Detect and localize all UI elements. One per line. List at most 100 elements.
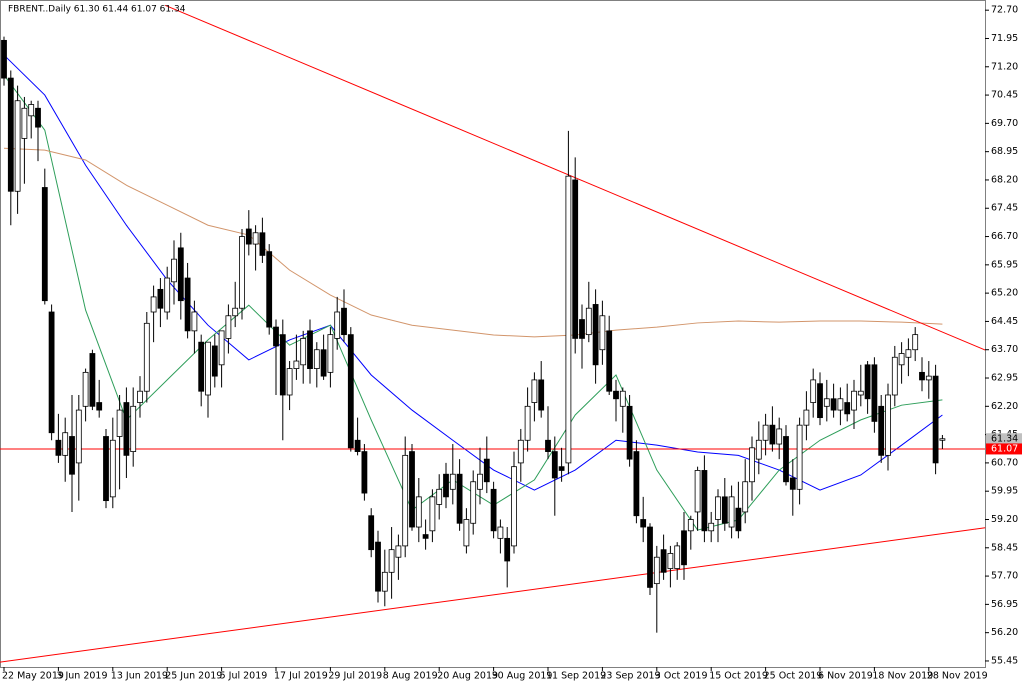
candle-body xyxy=(116,409,123,437)
candle-body xyxy=(7,77,14,192)
candle-body xyxy=(184,277,191,332)
candle-body xyxy=(239,236,245,309)
candle-body xyxy=(497,526,504,539)
candle-body xyxy=(789,477,796,490)
candle-body xyxy=(660,549,667,573)
candle-body xyxy=(327,334,334,373)
candle-body xyxy=(613,390,619,400)
candle-body xyxy=(361,451,368,494)
candle-body xyxy=(28,104,35,117)
candle-body xyxy=(307,330,313,369)
candle-body xyxy=(551,451,558,479)
candle-body xyxy=(483,458,490,483)
candle-body xyxy=(592,304,599,366)
candle-body xyxy=(273,326,279,347)
candle-body xyxy=(844,402,851,415)
candle-body xyxy=(626,405,633,460)
price-tag-label: 61.07 xyxy=(991,443,1018,454)
candle-body xyxy=(545,439,551,452)
candle-body xyxy=(579,319,585,339)
plot-frame xyxy=(0,0,986,668)
candle-body xyxy=(96,402,103,411)
candle-body xyxy=(470,481,477,524)
candle-body xyxy=(531,379,538,403)
candle-body xyxy=(62,432,69,456)
candle-body xyxy=(232,307,239,317)
candle-body xyxy=(368,515,375,551)
y-tick-label: 67.45 xyxy=(991,203,1018,214)
candle-body xyxy=(245,228,252,245)
candle-body xyxy=(109,439,116,498)
candle-body xyxy=(449,473,456,490)
candle-body xyxy=(334,311,341,339)
candle-body xyxy=(381,571,388,592)
candle-body xyxy=(354,439,361,452)
candle-body xyxy=(817,383,823,419)
candle-body xyxy=(905,349,912,358)
x-tick-label: 11 Sep 2019 xyxy=(546,671,606,682)
x-tick-label: 5 Jul 2019 xyxy=(220,671,268,682)
candle-body xyxy=(504,537,511,562)
candle-body xyxy=(409,451,415,528)
candle-body xyxy=(259,232,266,256)
candle-body xyxy=(171,258,177,283)
price-tag xyxy=(986,443,1022,455)
candle-body xyxy=(55,439,62,456)
candle-body xyxy=(1,39,7,79)
candle-body xyxy=(477,473,483,490)
y-tick-label: 72.70 xyxy=(991,5,1018,16)
candle-body xyxy=(769,424,776,445)
y-tick-label: 57.70 xyxy=(991,571,1018,582)
moving-average xyxy=(3,147,943,338)
axes: 72.70 71.95 71.20 70.45 69.70 68.95 68.20 67.45… xyxy=(2,5,1022,682)
candle-body xyxy=(606,330,613,392)
y-tick-label: 59.20 xyxy=(991,514,1018,525)
y-tick-label: 65.95 xyxy=(991,259,1018,270)
candle-body xyxy=(776,428,783,445)
candle-body xyxy=(75,409,82,464)
candle-body xyxy=(755,439,762,460)
x-tick-label: 15 Oct 2019 xyxy=(709,671,768,682)
chart-title: FBRENT..Daily 61.30 61.44 61.07 61.34 xyxy=(8,5,186,15)
y-tick-label: 71.95 xyxy=(991,33,1018,44)
candle-body xyxy=(205,341,211,396)
candle-body xyxy=(286,368,293,396)
x-tick-label: 22 May 2019 xyxy=(2,671,64,682)
y-tick-label: 63.70 xyxy=(991,344,1018,355)
candle-body xyxy=(851,390,857,411)
candle-body xyxy=(82,371,89,407)
y-tick-label: 68.20 xyxy=(991,174,1018,185)
y-tick-label: 64.45 xyxy=(991,316,1018,327)
y-tick-label: 59.95 xyxy=(991,486,1018,497)
candle-body xyxy=(320,349,327,377)
plot xyxy=(0,4,986,663)
candle-body xyxy=(191,311,198,332)
candle-body xyxy=(708,522,715,532)
candle-body xyxy=(395,545,402,558)
candle-body xyxy=(211,345,218,377)
candle-body xyxy=(422,534,429,539)
y-tick-label: 70.45 xyxy=(991,90,1018,101)
candle-body xyxy=(524,405,531,441)
candle-body xyxy=(864,364,871,400)
candle-body xyxy=(878,405,885,456)
candle-body xyxy=(252,232,259,245)
candle-body xyxy=(565,175,572,464)
price-tag-label: 61.34 xyxy=(991,433,1018,444)
y-tick-label: 69.70 xyxy=(991,118,1018,129)
candle-body xyxy=(14,100,21,192)
candle-body xyxy=(375,541,381,592)
candle-body xyxy=(925,375,932,381)
y-tick-label: 68.95 xyxy=(991,146,1018,157)
candle-body xyxy=(837,398,844,411)
candle-body xyxy=(511,466,517,547)
y-tick-label: 62.95 xyxy=(991,373,1018,384)
candle-body xyxy=(538,379,545,411)
candle-body xyxy=(436,488,443,505)
candle-body xyxy=(585,307,592,336)
x-tick-label: 6 Nov 2019 xyxy=(818,671,873,682)
candle-body xyxy=(687,519,694,532)
candle-body xyxy=(796,424,803,490)
candle-body xyxy=(783,436,789,483)
